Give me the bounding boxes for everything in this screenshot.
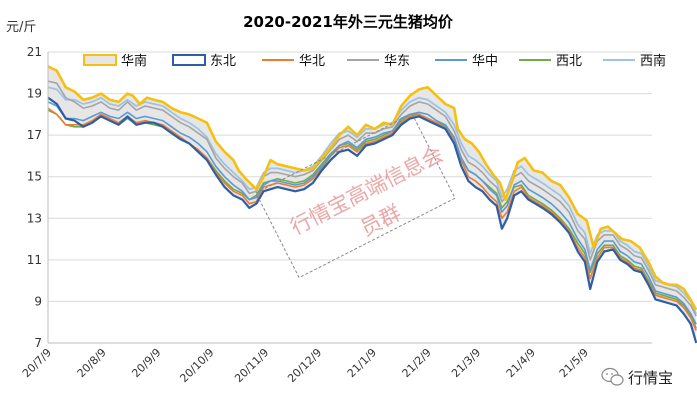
legend-item: 华中: [435, 54, 498, 69]
x-tick-label: 20/12/9: [285, 346, 324, 385]
watermark-line2: 员群: [357, 201, 405, 241]
x-tick-label: 20/11/9: [232, 346, 271, 385]
legend-item: 西南: [603, 53, 666, 69]
legend-item: 华南: [83, 53, 147, 69]
x-tick-label: 21/3/9: [449, 346, 483, 380]
legend-swatch: [83, 54, 117, 66]
legend-label: 西南: [640, 53, 666, 69]
y-tick-label: 19: [27, 87, 42, 101]
series-line-3: [47, 80, 697, 317]
y-axis-unit: 元/斤: [6, 20, 36, 35]
legend-item: 西北: [519, 54, 582, 69]
legend-label: 华南: [121, 53, 147, 69]
legend-label: 东北: [210, 54, 236, 69]
y-tick-label: 21: [27, 45, 42, 59]
legend-label: 华东: [384, 54, 410, 69]
legend-item: 华东: [347, 54, 410, 69]
y-tick-label: 7: [34, 336, 42, 350]
legend-label: 华中: [472, 54, 498, 69]
y-tick-label: 9: [34, 294, 42, 308]
y-tick-label: 13: [27, 211, 42, 225]
x-tick-label: 21/5/9: [557, 346, 591, 380]
legend: 华南 东北 华北 华东 华中 西北 西南: [83, 53, 666, 69]
legend-swatch: [172, 54, 206, 66]
y-tick-label: 11: [27, 253, 42, 267]
y-gridlines: [48, 51, 652, 302]
x-tick-label: 20/7/9: [20, 346, 54, 380]
x-tick-label: 20/9/9: [129, 346, 163, 380]
wechat-icon: [601, 367, 624, 386]
x-tick-label: 20/8/9: [75, 346, 109, 380]
series-line-1: [47, 96, 697, 344]
brand-logo: 行情宝: [601, 367, 673, 387]
x-tick-label: 21/2/9: [400, 346, 434, 380]
x-tick-label: 21/1/9: [345, 346, 379, 380]
chart-title: 2020-2021年外三元生猪均价: [243, 13, 454, 31]
legend-item: 华北: [262, 54, 325, 69]
y-tick-label: 17: [27, 128, 42, 142]
series-line-0: [47, 65, 697, 311]
series-line-2: [47, 107, 697, 331]
y-tick-labels: 7 9 11 13 15 17 19 21: [27, 45, 42, 350]
brand-name: 行情宝: [628, 369, 673, 387]
legend-label: 西北: [556, 54, 582, 69]
series-line-4: [47, 101, 697, 325]
legend-label: 华北: [299, 54, 325, 69]
x-tick-labels: 20/7/9 20/8/9 20/9/9 20/10/9 20/11/9 20/12/9 2…: [20, 346, 591, 385]
band-area: [48, 66, 697, 343]
watermark-box: [255, 112, 456, 279]
legend-item: 东北: [172, 54, 236, 69]
range-band: [48, 66, 697, 343]
x-tick-label: 21/4/9: [504, 346, 538, 380]
series-lines: [47, 65, 697, 344]
x-tick-label: 20/10/9: [177, 346, 216, 385]
y-tick-label: 15: [27, 170, 42, 184]
